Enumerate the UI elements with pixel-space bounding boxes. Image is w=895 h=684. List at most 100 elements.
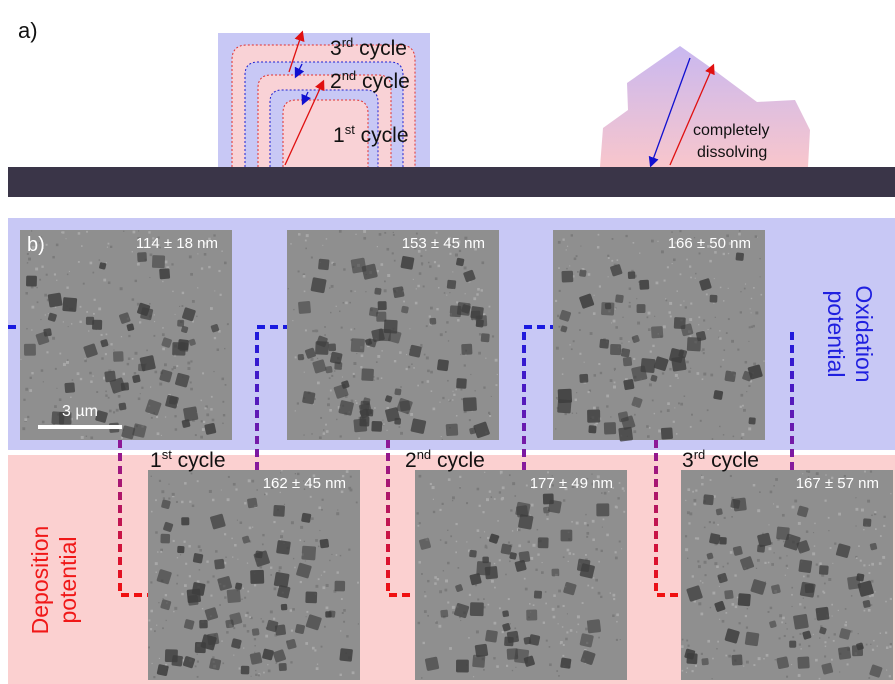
noise xyxy=(251,676,252,677)
particle xyxy=(118,402,126,410)
noise xyxy=(434,582,437,585)
noise xyxy=(103,279,106,282)
noise xyxy=(86,436,87,437)
noise xyxy=(336,554,338,556)
noise xyxy=(279,566,282,569)
particle xyxy=(301,546,316,561)
noise xyxy=(838,513,841,516)
noise xyxy=(856,508,859,511)
noise xyxy=(393,232,394,233)
noise xyxy=(515,667,516,668)
noise xyxy=(171,263,173,265)
noise xyxy=(246,612,248,614)
noise xyxy=(617,497,619,499)
noise xyxy=(424,610,427,613)
noise xyxy=(314,649,316,651)
noise xyxy=(262,620,264,622)
noise xyxy=(704,561,707,564)
noise xyxy=(725,655,727,657)
noise xyxy=(757,237,758,238)
noise xyxy=(783,541,785,543)
noise xyxy=(77,372,80,375)
noise xyxy=(201,400,202,401)
particle xyxy=(456,258,465,267)
noise xyxy=(155,562,158,565)
noise xyxy=(222,378,225,381)
noise xyxy=(222,423,223,424)
particle xyxy=(199,620,208,629)
noise xyxy=(787,568,788,569)
particle xyxy=(561,271,573,283)
noise xyxy=(154,321,155,322)
noise xyxy=(662,372,664,374)
noise xyxy=(258,674,260,676)
noise xyxy=(199,549,202,552)
particle xyxy=(409,345,422,358)
noise xyxy=(770,607,773,610)
noise xyxy=(336,419,337,420)
noise xyxy=(231,538,232,539)
particle xyxy=(838,646,851,659)
noise xyxy=(46,351,48,353)
noise xyxy=(288,288,289,289)
noise xyxy=(182,292,184,294)
noise xyxy=(563,239,565,241)
noise xyxy=(791,587,793,589)
noise xyxy=(476,293,478,295)
particle xyxy=(485,630,498,643)
noise xyxy=(382,420,383,421)
noise xyxy=(648,328,651,331)
noise xyxy=(512,530,513,531)
noise xyxy=(886,646,888,648)
noise xyxy=(256,489,258,491)
noise xyxy=(719,337,721,339)
noise xyxy=(717,524,719,526)
noise xyxy=(803,598,804,599)
noise xyxy=(101,357,103,359)
noise xyxy=(438,287,439,288)
noise xyxy=(692,575,694,577)
noise xyxy=(860,560,862,562)
noise xyxy=(604,492,607,495)
noise xyxy=(181,501,183,503)
noise xyxy=(723,300,724,301)
noise xyxy=(478,352,481,355)
noise xyxy=(456,415,458,417)
particle xyxy=(456,660,469,673)
noise xyxy=(392,252,394,254)
noise xyxy=(427,580,429,582)
noise xyxy=(594,374,596,376)
noise xyxy=(508,541,510,543)
noise xyxy=(613,598,615,600)
noise xyxy=(446,321,448,323)
noise xyxy=(709,260,712,263)
noise xyxy=(669,385,671,387)
noise xyxy=(740,291,741,292)
particle xyxy=(852,645,863,656)
noise xyxy=(688,371,690,373)
noise xyxy=(424,591,425,592)
noise xyxy=(190,381,192,383)
panel-label: a) xyxy=(18,18,38,43)
noise xyxy=(456,523,458,525)
noise xyxy=(571,234,573,236)
noise xyxy=(763,360,764,361)
noise xyxy=(429,265,431,267)
noise xyxy=(601,492,603,494)
noise xyxy=(690,368,691,369)
noise xyxy=(346,635,348,637)
noise xyxy=(856,557,858,559)
noise xyxy=(377,270,379,272)
noise xyxy=(588,273,591,276)
noise xyxy=(263,672,265,674)
noise xyxy=(621,548,622,549)
noise xyxy=(479,333,481,335)
particle xyxy=(298,301,311,314)
noise xyxy=(155,371,158,374)
noise xyxy=(159,383,162,386)
noise xyxy=(341,327,343,329)
noise xyxy=(323,586,326,589)
noise xyxy=(445,579,448,582)
particle xyxy=(470,602,484,616)
noise xyxy=(445,541,447,543)
